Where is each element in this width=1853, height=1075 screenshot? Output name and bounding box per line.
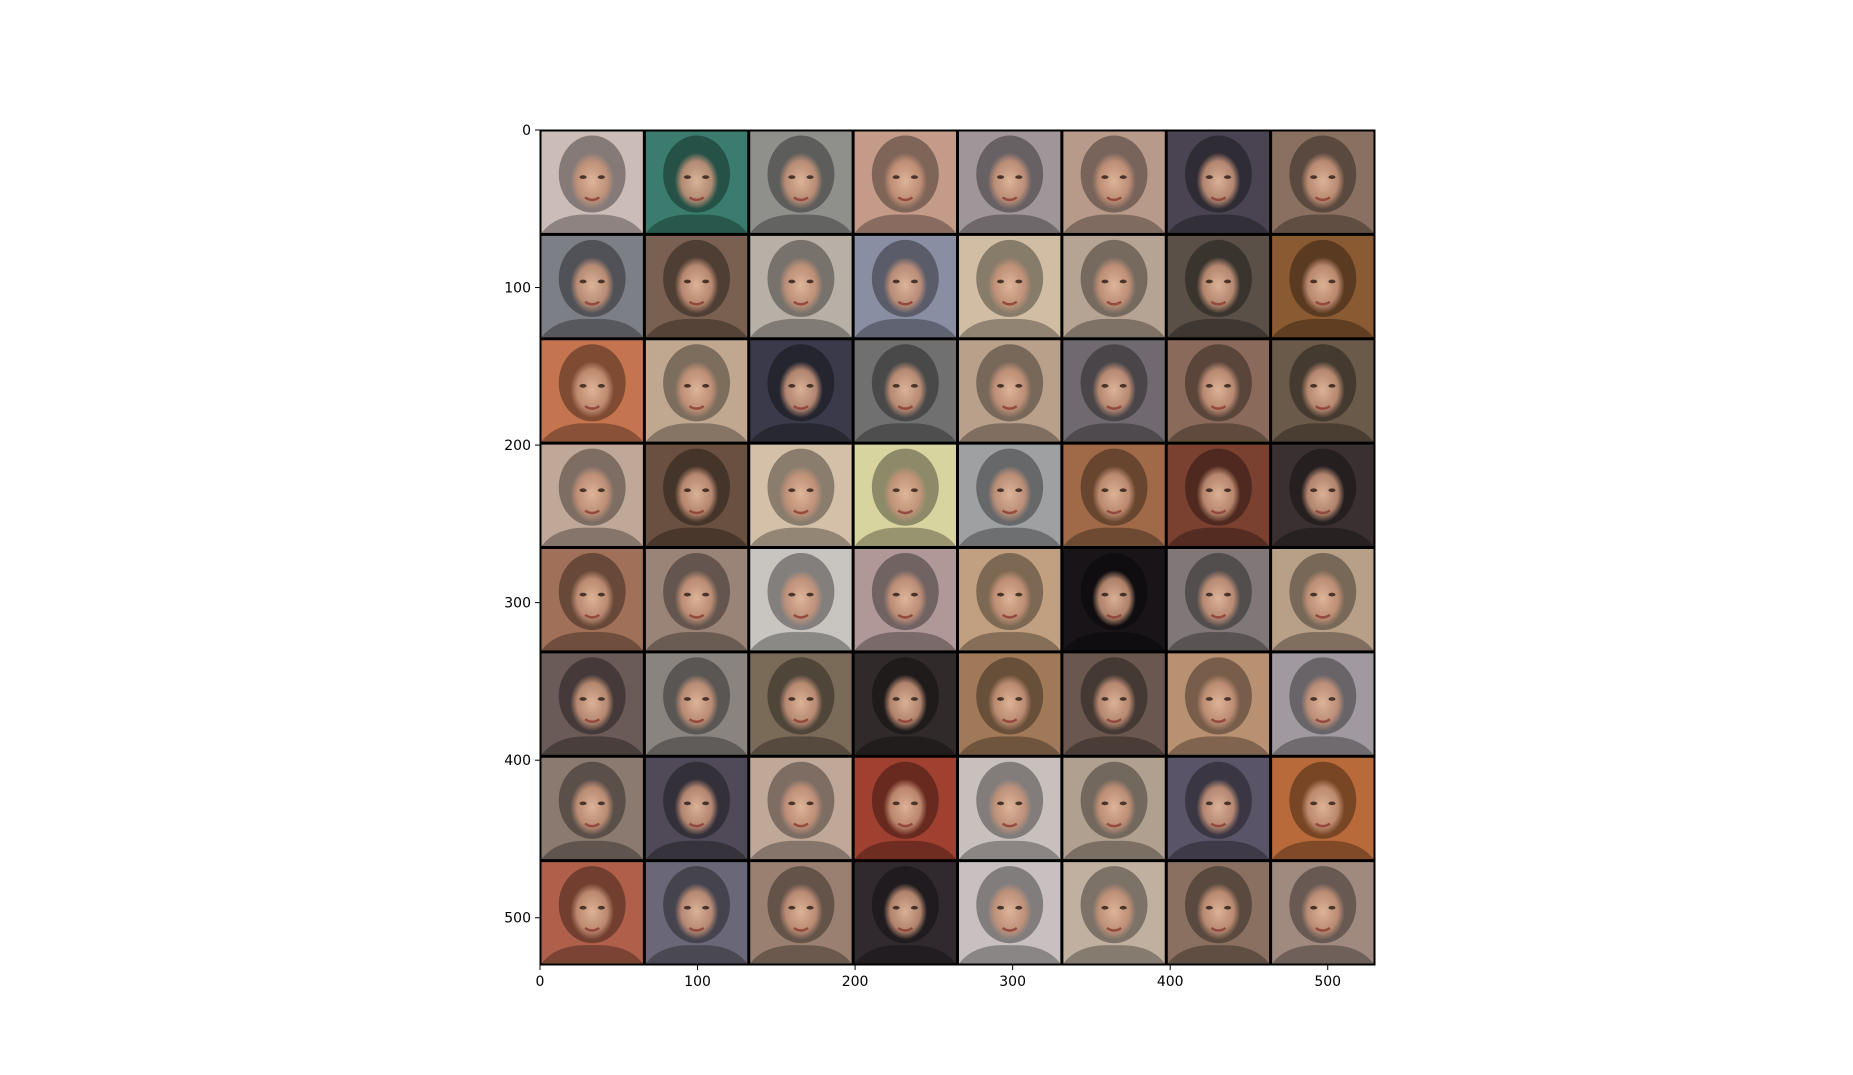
face-tile-r7-c2	[645, 757, 748, 860]
face-tile-r3-c1	[541, 340, 643, 442]
image-grid	[540, 130, 1375, 965]
face-tile-r2-c8	[1272, 235, 1374, 338]
face-tile-r2-c2	[645, 235, 748, 338]
face-tile-r4-c6	[1063, 444, 1165, 546]
face-tile-r3-c7	[1167, 340, 1270, 442]
face-tile-r4-c5	[959, 444, 1061, 546]
face-tile-r7-c3	[750, 757, 852, 860]
face-tile-r6-c5	[959, 653, 1061, 755]
face-tile-r3-c2	[645, 340, 748, 442]
face-tile-r1-c7	[1167, 131, 1270, 233]
face-tile-r5-c4	[854, 549, 956, 651]
face-tile-r8-c3	[750, 862, 852, 964]
face-tile-r2-c7	[1167, 235, 1270, 338]
face-tile-r5-c7	[1167, 549, 1270, 651]
face-tile-r5-c2	[645, 549, 748, 651]
face-tile-r3-c5	[959, 340, 1061, 442]
face-tile-r1-c4	[854, 131, 956, 233]
face-tile-r5-c1	[541, 549, 643, 651]
y-tick-label-400: 400	[504, 753, 531, 769]
face-tile-r1-c2	[645, 131, 748, 233]
face-tile-r4-c7	[1167, 444, 1270, 546]
y-tick-label-0: 0	[522, 123, 531, 139]
face-tile-r4-c4	[854, 444, 956, 546]
face-tile-r3-c4	[854, 340, 956, 442]
face-tile-r2-c4	[854, 235, 956, 338]
face-tile-r6-c7	[1167, 653, 1270, 755]
face-tile-r1-c6	[1063, 131, 1165, 233]
face-tile-r8-c5	[959, 862, 1061, 964]
face-tile-r7-c5	[959, 757, 1061, 860]
face-tile-r7-c7	[1167, 757, 1270, 860]
y-tick-label-200: 200	[504, 438, 531, 454]
face-tile-r2-c1	[541, 235, 643, 338]
face-tile-r1-c1	[541, 131, 643, 233]
face-tile-r5-c5	[959, 549, 1061, 651]
face-tile-r1-c5	[959, 131, 1061, 233]
face-tile-r2-c3	[750, 235, 852, 338]
x-tick-label-200: 200	[842, 974, 869, 990]
face-tile-r4-c8	[1272, 444, 1374, 546]
face-tile-r4-c3	[750, 444, 852, 546]
face-tile-r2-c5	[959, 235, 1061, 338]
y-tick-label-300: 300	[504, 596, 531, 612]
face-tile-r8-c8	[1272, 862, 1374, 964]
face-tile-r3-c8	[1272, 340, 1374, 442]
x-tick-label-300: 300	[999, 974, 1026, 990]
face-tile-r7-c8	[1272, 757, 1374, 860]
face-tile-r3-c6	[1063, 340, 1165, 442]
face-tile-r8-c4	[854, 862, 956, 964]
face-tile-r8-c1	[541, 862, 643, 964]
face-tile-r5-c6	[1063, 549, 1165, 651]
face-tile-r1-c3	[750, 131, 852, 233]
y-tick-label-500: 500	[504, 911, 531, 927]
face-tile-r6-c6	[1063, 653, 1165, 755]
face-tile-r7-c4	[854, 757, 956, 860]
face-tile-r6-c2	[645, 653, 748, 755]
face-tile-r4-c2	[645, 444, 748, 546]
x-tick-label-0: 0	[536, 974, 545, 990]
face-tile-r8-c2	[645, 862, 748, 964]
face-tile-r8-c7	[1167, 862, 1270, 964]
face-tile-r7-c1	[541, 757, 643, 860]
y-tick-label-100: 100	[504, 281, 531, 297]
face-tile-r2-c6	[1063, 235, 1165, 338]
y-axis: 0 100 200 300 400 500	[504, 123, 540, 927]
face-tile-r6-c4	[854, 653, 956, 755]
face-tile-r4-c1	[541, 444, 643, 546]
face-tile-r7-c6	[1063, 757, 1165, 860]
x-axis: 0 100 200 300 400 500	[536, 965, 1341, 990]
face-tile-r5-c3	[750, 549, 852, 651]
x-tick-label-500: 500	[1314, 974, 1341, 990]
x-tick-label-400: 400	[1157, 974, 1184, 990]
face-tile-r6-c1	[541, 653, 643, 755]
axes-frame	[539, 129, 1376, 966]
face-tile-r6-c8	[1272, 653, 1374, 755]
face-tile-r1-c8	[1272, 131, 1374, 233]
face-tile-r5-c8	[1272, 549, 1374, 651]
face-tile-r3-c3	[750, 340, 852, 442]
face-tile-r6-c3	[750, 653, 852, 755]
x-tick-label-100: 100	[684, 974, 711, 990]
face-tile-r8-c6	[1063, 862, 1165, 964]
